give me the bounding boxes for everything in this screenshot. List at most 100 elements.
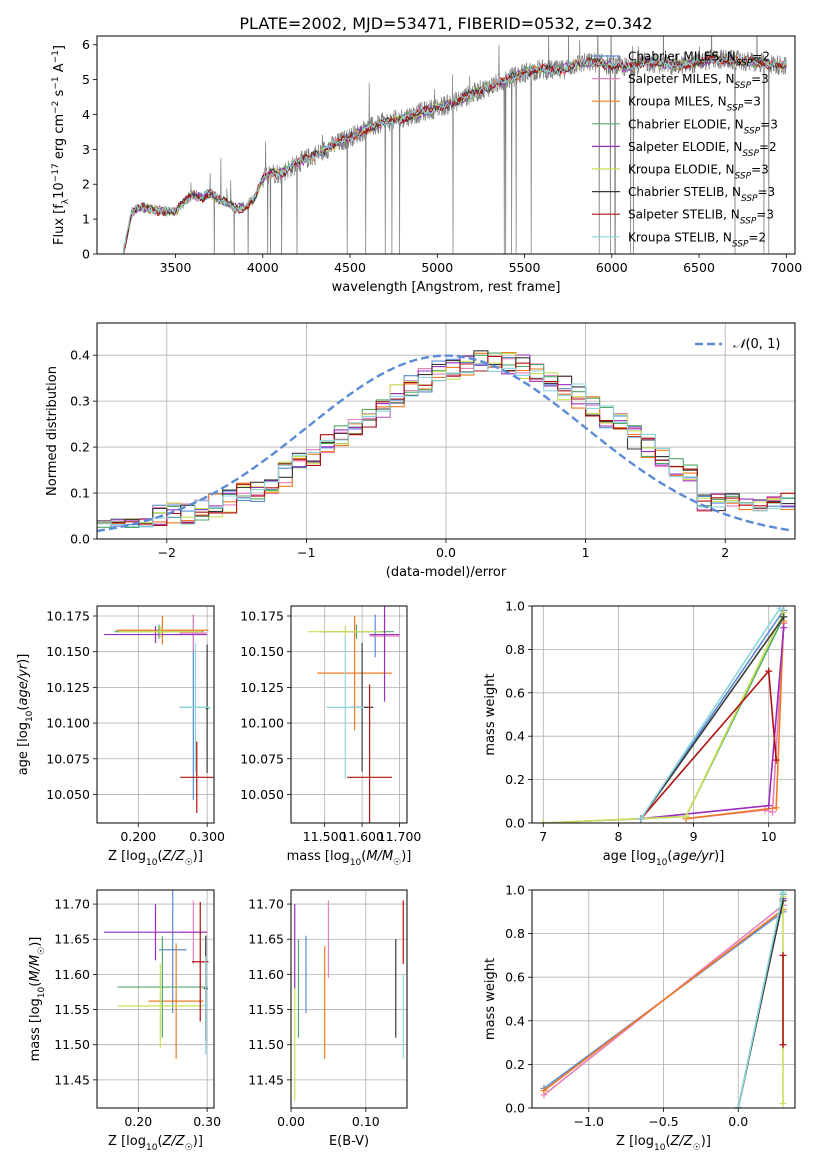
y-tick-label: 10.125 (46, 680, 90, 695)
y-tick-label: 10.150 (240, 644, 284, 659)
x-tick-label: 9 (690, 829, 698, 844)
x-tick-label: 0.10 (352, 1114, 380, 1129)
panel-mass_vs_Z: 0.20 0.30 11.45 11.50 11.55 11.60 11.65 11.70 Z … (28, 889, 221, 1153)
plot-area-weight_vs_age (539, 606, 788, 823)
weight-line-salp_stelib (640, 669, 777, 820)
weight-marker-krou_elodie (539, 819, 547, 823)
axes-frame (531, 605, 796, 824)
y-tick-label: 10.075 (240, 751, 284, 766)
y-tick-label: 0.2 (505, 772, 525, 787)
axes-frame (96, 889, 215, 1109)
x-tick-label: 0.200 (120, 829, 156, 844)
plot-area-spectrum (122, 36, 787, 254)
y-tick-label: 0.4 (70, 348, 90, 363)
y-tick-label: 11.60 (248, 967, 284, 982)
x-tick-label: 11.700 (378, 829, 422, 844)
legend-label-krou_stelib: Kroupa STELIB, NSSP=2 (628, 230, 766, 249)
y-tick-label: 2 (82, 177, 90, 192)
x-tick-label: 0.20 (124, 1114, 152, 1129)
model-spectrum-krou_stelib (122, 54, 787, 254)
weight-line-krou_miles (543, 908, 784, 1092)
weight_vs_Z-x-label: Z [log10(Z/Z☉)] (616, 1134, 711, 1153)
panel-Ebv: 0.00 0.10 11.45 11.50 11.55 11.60 11.65 11.70 E(… (248, 889, 408, 1149)
x-tick-label: −1.0 (574, 1114, 604, 1129)
y-tick-label: 10.075 (46, 751, 90, 766)
x-tick-label: 4000 (247, 260, 279, 275)
legend-label-chab_miles: Chabrier MILES, NSSP=2 (628, 50, 770, 69)
y-tick-label: 3 (82, 142, 90, 157)
y-tick-label: 5 (82, 72, 90, 87)
y-tick-label: 11.55 (248, 1002, 284, 1017)
panel-weight_vs_Z: −1.0 −0.5 0.0 0.0 0.2 0.4 0.6 0.8 1.0 Z [log10(Z/… (483, 883, 796, 1153)
weight-marker-salp_elodie (765, 802, 773, 810)
x-tick-label: 2 (721, 545, 729, 560)
x-tick-label: 0.0 (728, 1114, 748, 1129)
axes-frame (96, 35, 796, 255)
weight-marker-salp_stelib (779, 1041, 787, 1049)
plot-area-mass_vs_Z (103, 890, 209, 1059)
panel-residuals: −2 −1 0.0 1 2 0.0 0.1 0.2 0.3 0.4 (data-model)/err… (45, 322, 796, 580)
weight_vs_age-y-label: mass weight (483, 673, 498, 755)
weight-line-krou_stelib (640, 607, 781, 820)
x-tick-label: 11.500 (303, 829, 347, 844)
y-tick-label: 11.45 (54, 1072, 90, 1087)
age_vs_Z-x-label: Z [log10(Z/Z☉)] (108, 849, 203, 868)
x-tick-label: 0.30 (193, 1114, 221, 1129)
weight-marker-salp_miles (768, 808, 776, 816)
y-tick-label: 11.60 (54, 967, 90, 982)
y-tick-label: 10.150 (46, 644, 90, 659)
normal-curve (97, 354, 793, 533)
y-tick-label: 0.2 (505, 1057, 525, 1072)
model-spectrum-salp_miles (123, 54, 787, 254)
y-tick-label: 10.175 (240, 608, 284, 623)
weight-marker-salp_elodie (780, 624, 788, 632)
legend-label-chab_stelib: Chabrier STELIB, NSSP=3 (628, 185, 775, 204)
weight-marker-krou_miles (772, 804, 780, 812)
weight_vs_Z-y-label: mass weight (483, 958, 498, 1040)
y-tick-label: 10.175 (46, 608, 90, 623)
panel-spectrum: 3500 4000 4500 5000 5500 6000 6500 7000 0 1 2 3 4 5 6 w… (51, 35, 802, 295)
axes-frame (96, 322, 796, 540)
y-tick-label: 0.8 (505, 926, 525, 941)
weight-marker-krou_elodie (682, 812, 690, 820)
panel-weight_vs_age: 7 8 9 10 0.0 0.2 0.4 0.6 0.8 1.0 age [log10(age/yr… (483, 599, 796, 868)
weight-marker-krou_stelib (734, 1104, 742, 1108)
x-tick-label: 7000 (770, 260, 802, 275)
y-tick-label: 0.1 (70, 486, 90, 501)
residuals-y-label: Normed distribution (45, 366, 60, 496)
plot-area-weight_vs_Z (540, 890, 787, 1108)
y-tick-label: 11.50 (248, 1037, 284, 1052)
weight-line-krou_stelib (737, 892, 784, 1108)
age_vs_Z-y-label: age [log10(age/yr)] (16, 654, 35, 776)
legend-label-krou_elodie: Kroupa ELODIE, NSSP=3 (628, 163, 769, 182)
y-tick-label: 11.45 (248, 1072, 284, 1087)
y-tick-label: 6 (82, 37, 90, 52)
x-tick-label: 6000 (596, 260, 628, 275)
model-spectrum-krou_elodie (122, 52, 787, 254)
y-tick-label: 11.50 (54, 1037, 90, 1052)
y-tick-label: 4 (82, 107, 90, 122)
x-tick-label: 5500 (509, 260, 541, 275)
y-tick-label: 0.0 (70, 532, 90, 547)
legend-label-krou_miles: Kroupa MILES, NSSP=3 (628, 95, 761, 114)
legend-label-normal: 𝒩(0, 1) (733, 337, 780, 352)
y-tick-label: 11.70 (54, 897, 90, 912)
y-tick-label: 11.65 (54, 932, 90, 947)
y-tick-label: 0.0 (505, 1101, 525, 1116)
weight_vs_age-x-label: age [log10(age/yr)] (603, 849, 725, 868)
plot-area-age_vs_Z (103, 614, 214, 814)
weight-line-chab_stelib (640, 616, 785, 820)
weight-marker-salp_stelib (779, 951, 787, 959)
x-tick-label: −0.5 (648, 1114, 678, 1129)
plot-area-Ebv (294, 900, 404, 1101)
y-tick-label: 10.100 (240, 716, 284, 731)
residuals-x-label: (data-model)/error (386, 565, 507, 580)
x-tick-label: 6500 (683, 260, 715, 275)
spectrum-x-label: wavelength [Angstrom, rest frame] (332, 280, 561, 295)
y-tick-label: 0.2 (70, 440, 90, 455)
x-tick-label: −1 (297, 545, 315, 560)
legend-label-salp_miles: Salpeter MILES, NSSP=3 (628, 72, 769, 91)
weight-line-chab_miles (543, 609, 785, 823)
